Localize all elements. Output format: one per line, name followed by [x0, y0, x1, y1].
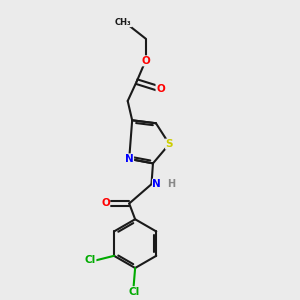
- Text: CH₃: CH₃: [115, 18, 132, 27]
- Text: O: O: [141, 56, 150, 66]
- Text: S: S: [166, 139, 173, 149]
- Text: O: O: [156, 84, 165, 94]
- Text: O: O: [101, 199, 110, 208]
- Text: Cl: Cl: [85, 255, 96, 265]
- Text: H: H: [167, 179, 175, 189]
- Text: Cl: Cl: [128, 287, 139, 297]
- Text: N: N: [152, 179, 161, 189]
- Text: N: N: [125, 154, 134, 164]
